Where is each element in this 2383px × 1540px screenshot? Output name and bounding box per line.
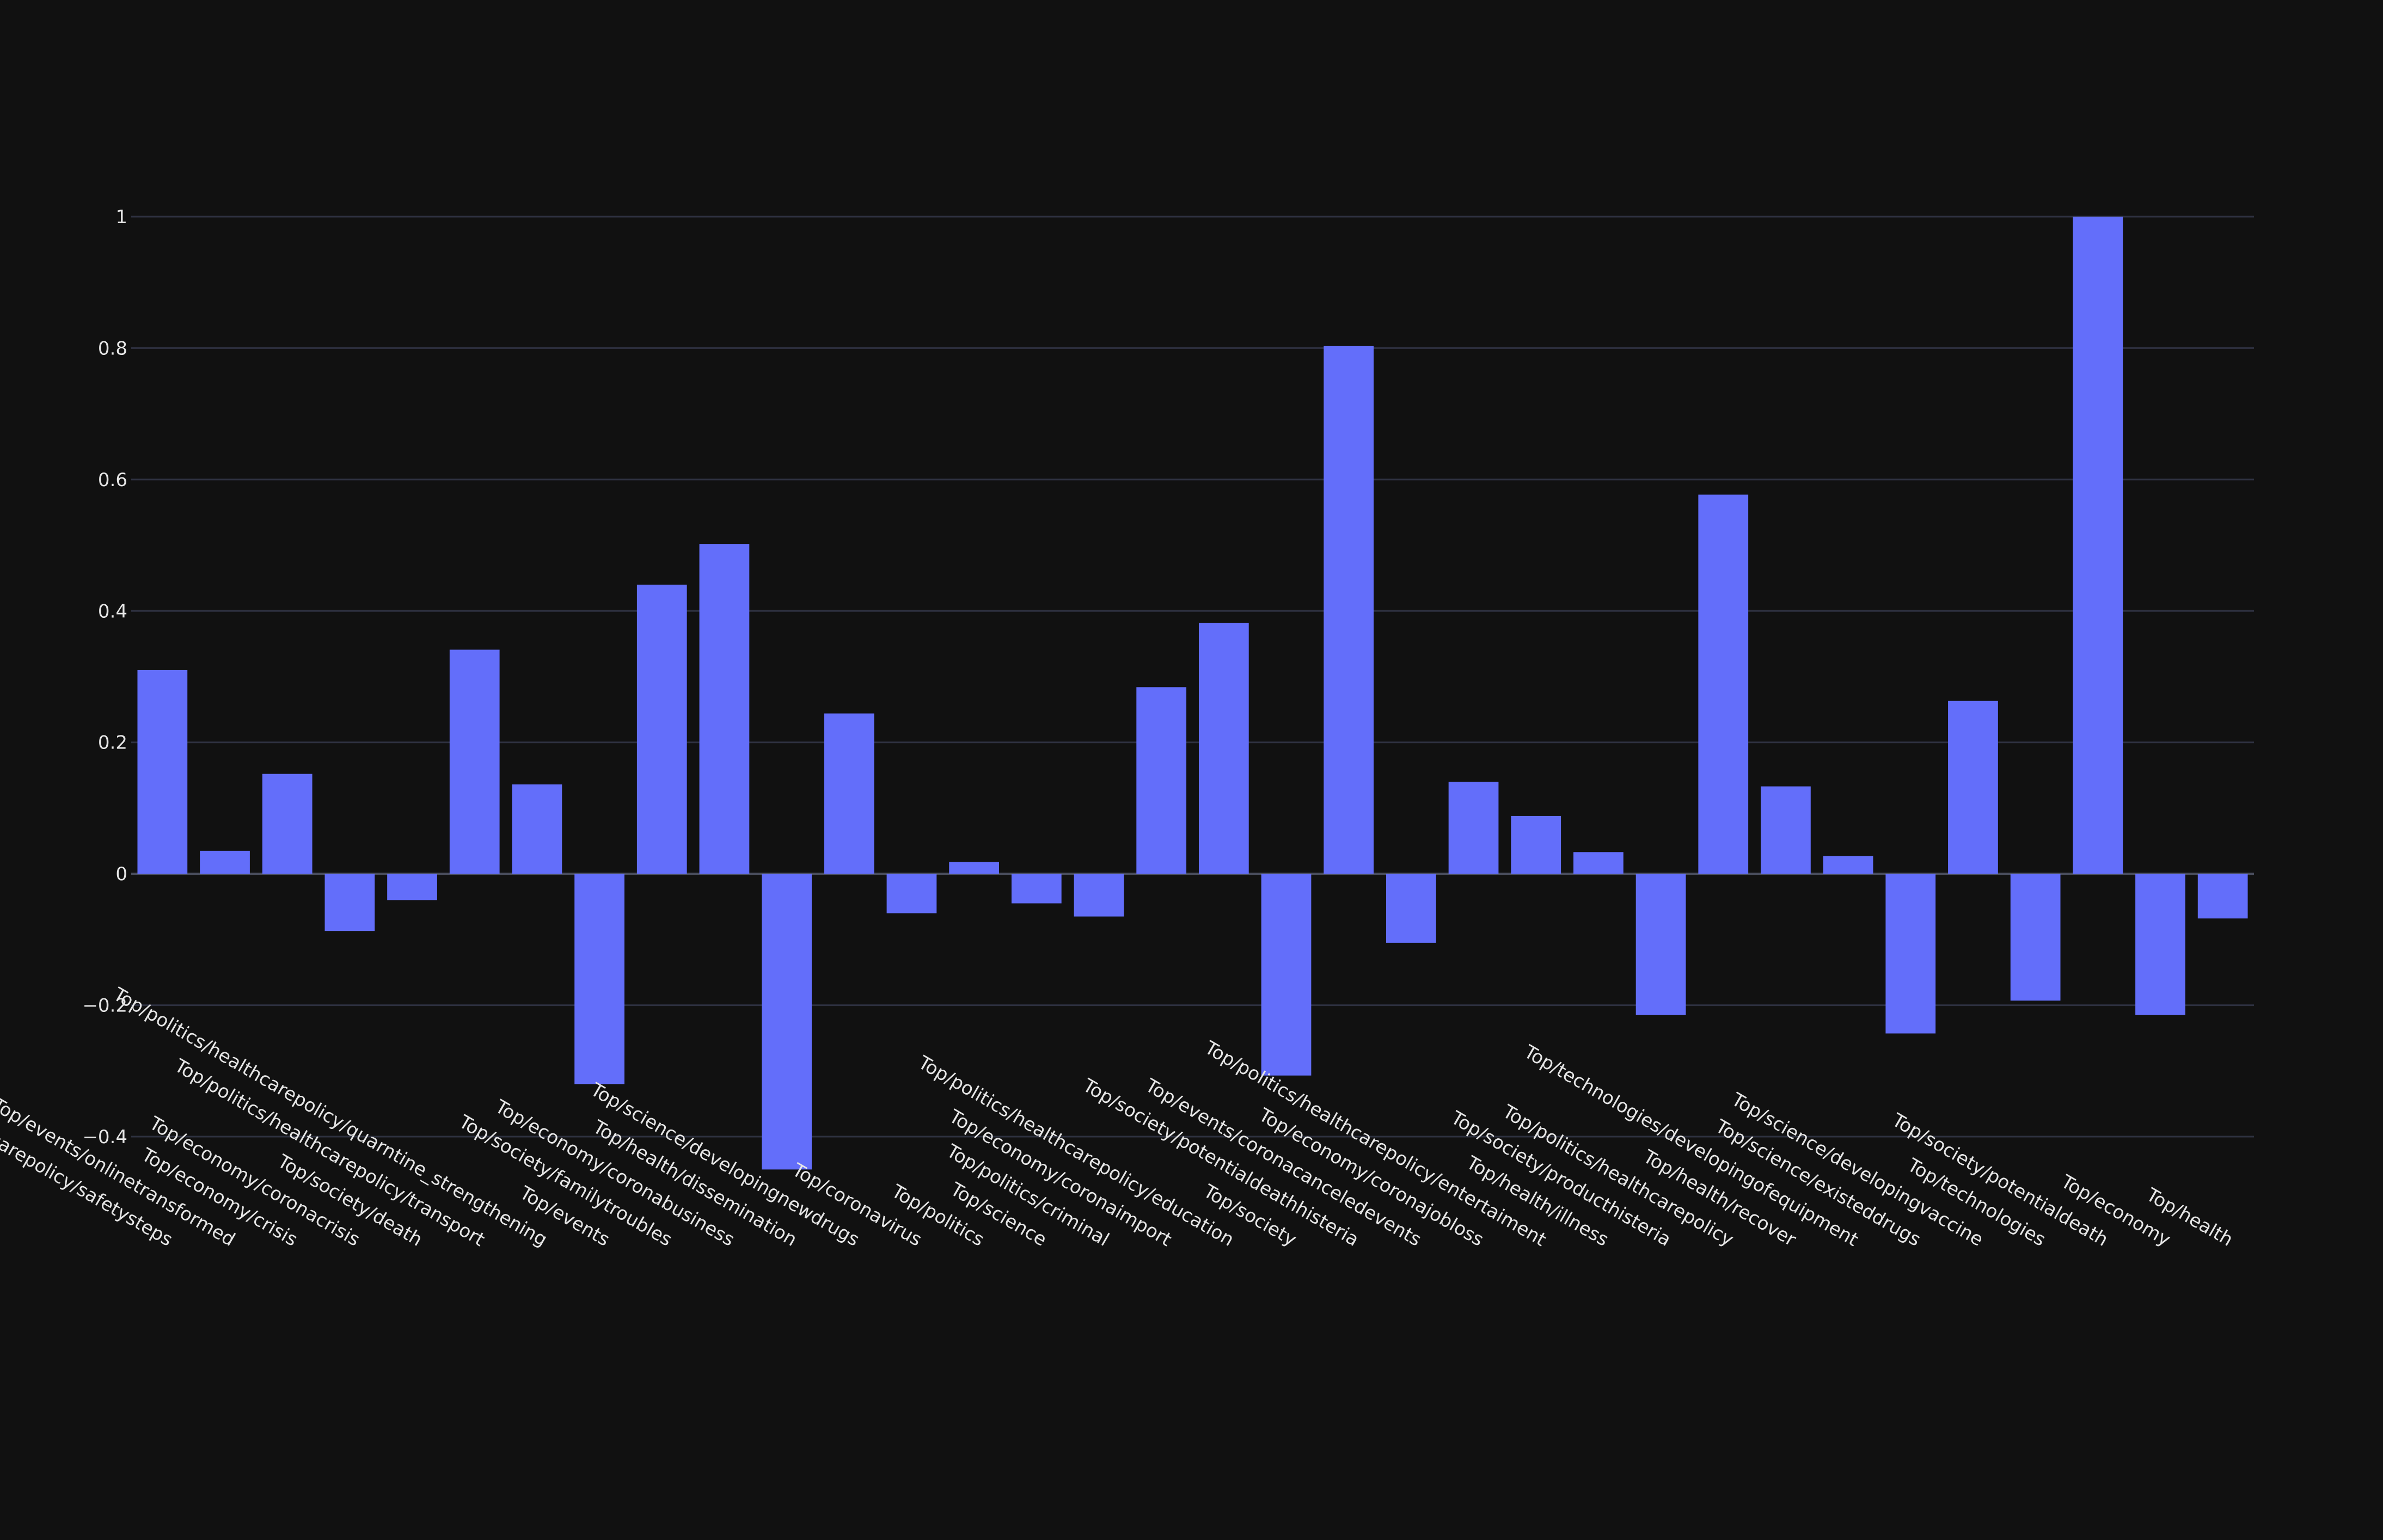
bar[interactable] [1761,786,1811,874]
bar[interactable] [512,784,562,874]
bar[interactable] [1448,782,1499,874]
bar[interactable] [137,670,188,874]
bar[interactable] [949,862,1000,874]
bar[interactable] [699,544,750,874]
y-axis-ticks: −0.4 −0.2 0 0.2 0.4 0.6 0.8 1 [82,206,127,1148]
bar[interactable] [1386,874,1436,943]
y-tick-label: 0.6 [98,469,127,491]
bar[interactable] [2073,217,2123,874]
bar[interactable] [1573,852,1624,874]
bar[interactable] [449,649,500,874]
bar[interactable] [1011,874,1062,904]
bar[interactable] [1698,494,1749,874]
bar[interactable] [2197,874,2248,919]
bar[interactable] [2010,874,2061,1001]
bar[interactable] [1511,815,1561,874]
y-tick-label: 0.8 [98,338,127,359]
y-tick-label: 0.2 [98,732,127,754]
bar[interactable] [1261,874,1312,1076]
bar[interactable] [886,874,937,913]
y-tick-label: −0.4 [82,1126,127,1148]
bar[interactable] [824,713,874,874]
bar[interactable] [1198,623,1249,874]
y-tick-label: 0 [115,863,127,885]
bar[interactable] [1823,856,1873,874]
bar[interactable] [1074,874,1124,917]
bar[interactable] [1324,346,1374,874]
y-tick-label: 1 [115,206,127,228]
bar[interactable] [1948,701,1998,874]
bar[interactable] [762,874,812,1170]
bar[interactable] [200,850,250,874]
bar[interactable] [636,585,687,874]
bar[interactable] [2135,874,2185,1015]
bar[interactable] [1635,874,1686,1015]
bar[interactable] [262,774,313,874]
y-tick-label: 0.4 [98,600,127,622]
bars [137,217,2248,1170]
bar[interactable] [1885,874,1936,1034]
bar[interactable] [324,874,375,931]
bar[interactable] [1136,687,1187,874]
y-tick-label: −0.2 [82,995,127,1017]
bar[interactable] [387,874,437,900]
bar[interactable] [574,874,624,1084]
